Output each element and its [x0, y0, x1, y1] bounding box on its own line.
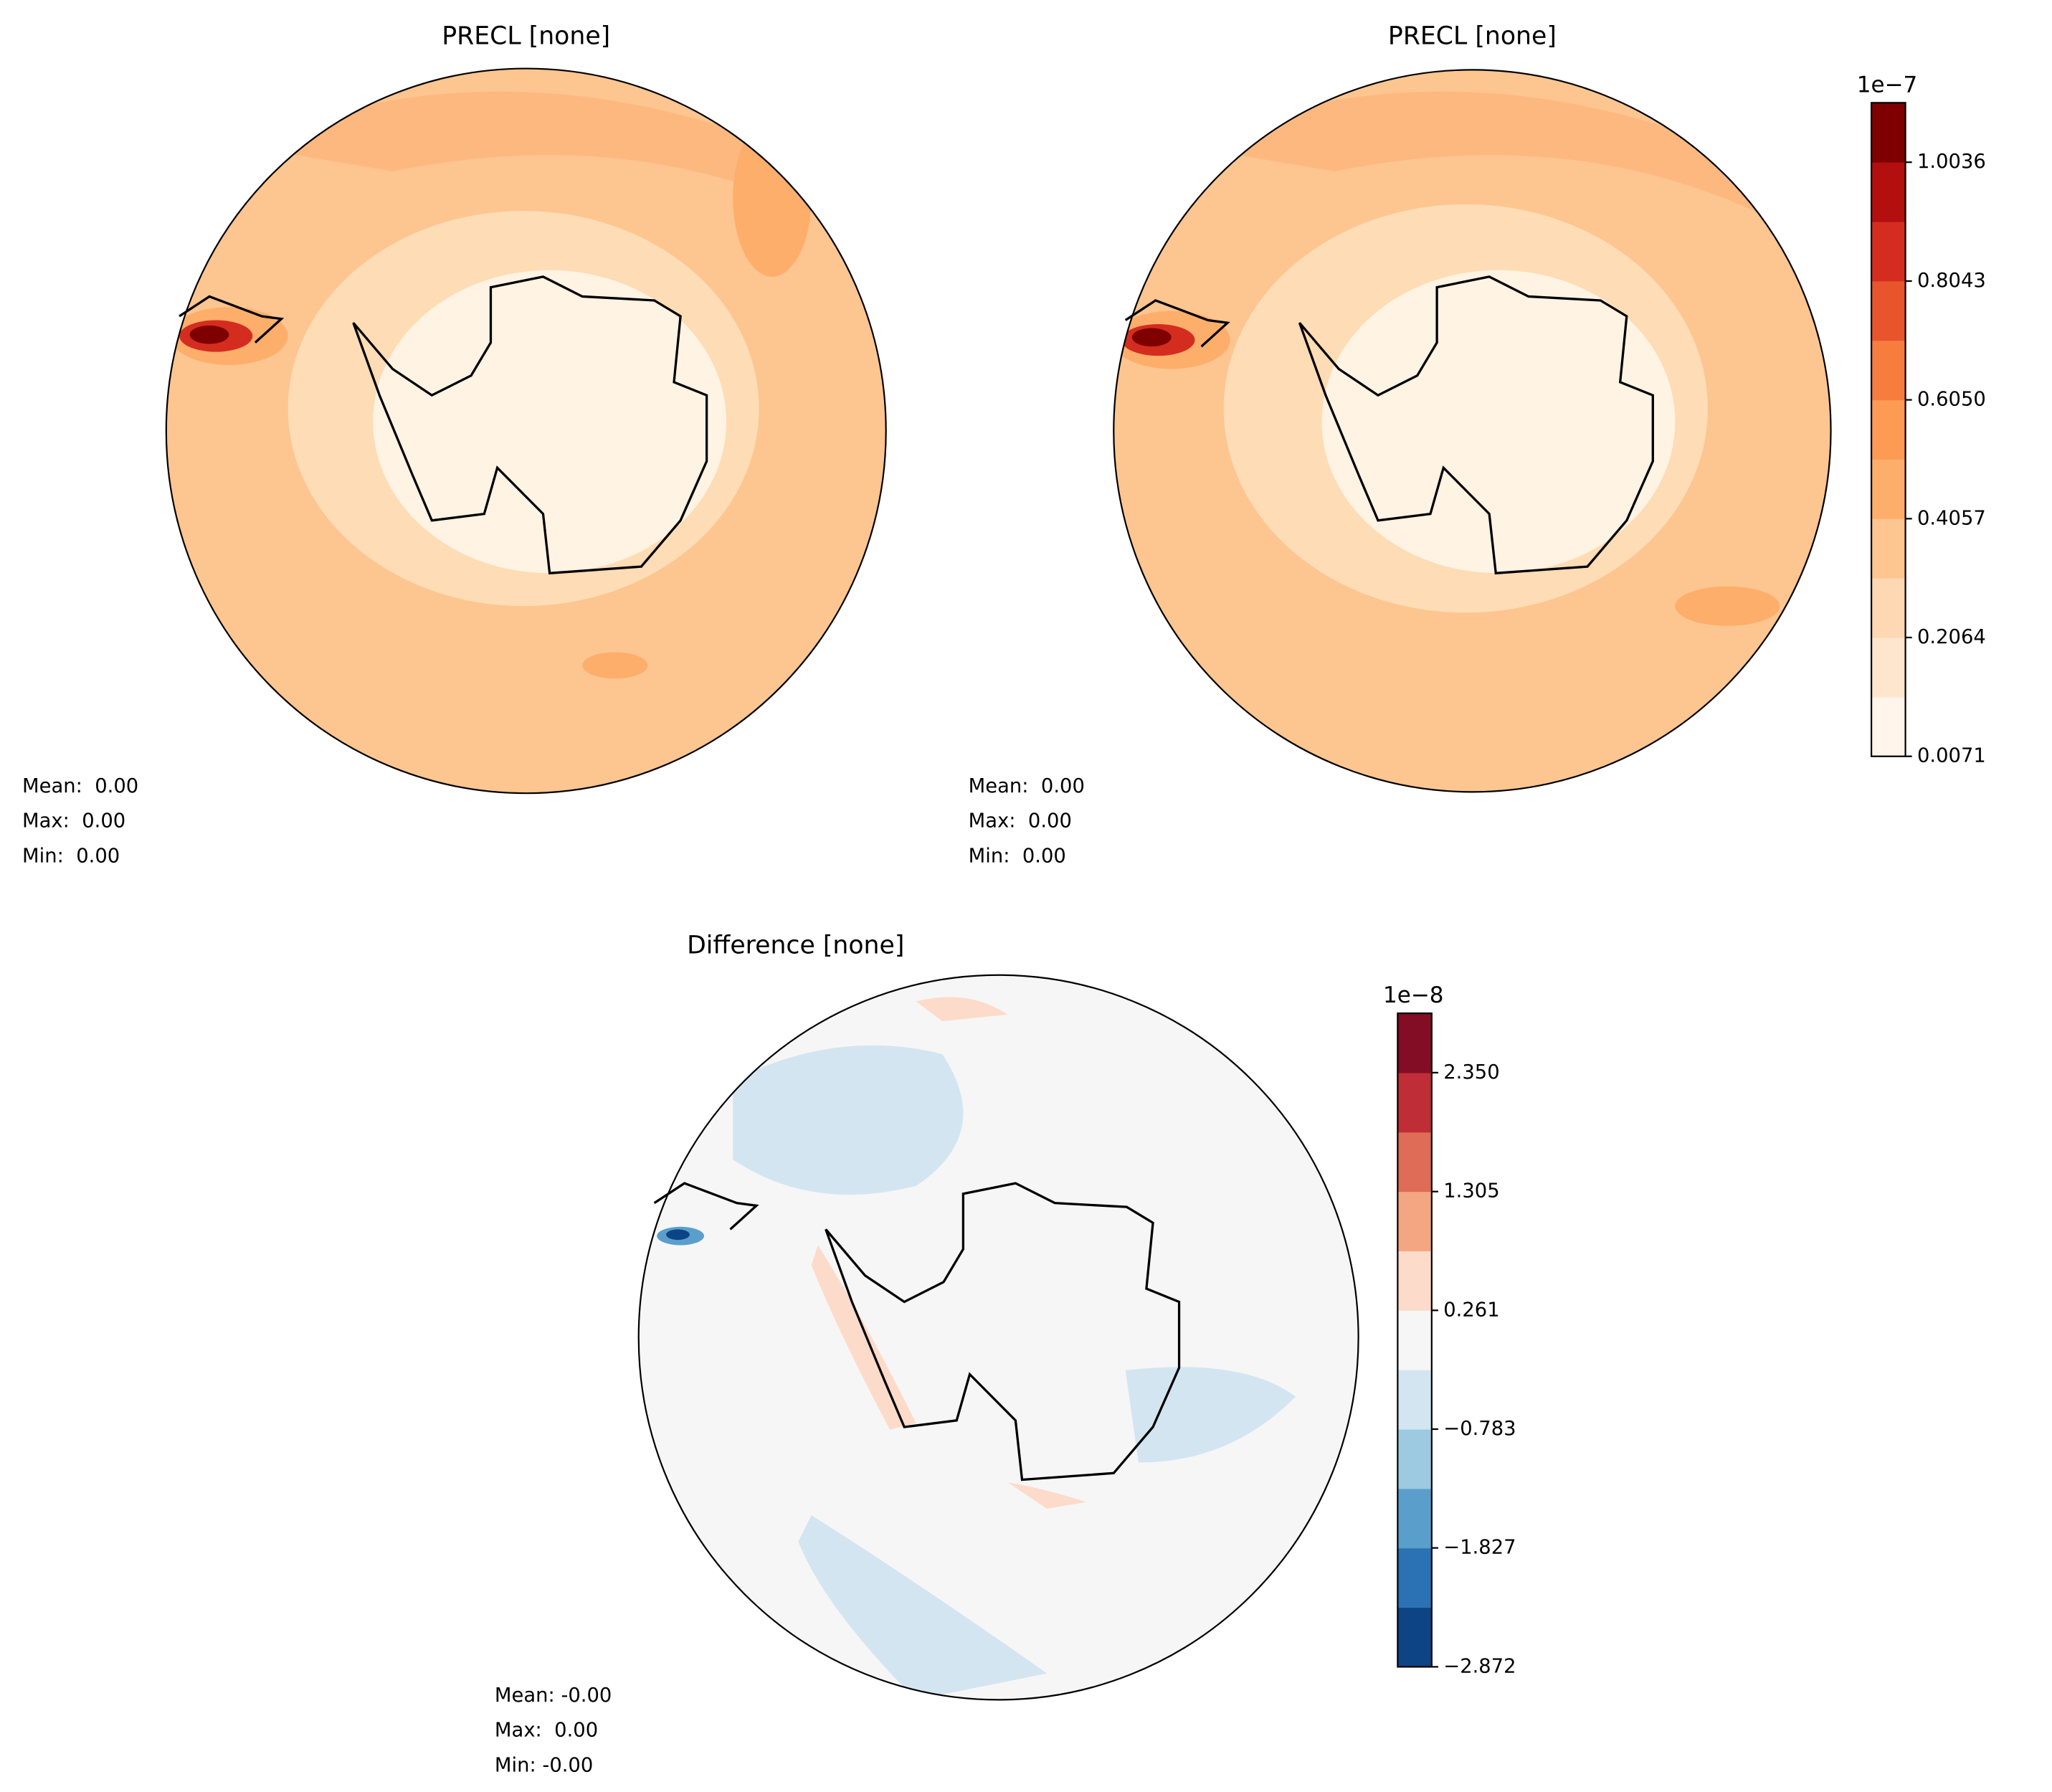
- stat-label: Mean: -0.00: [495, 1684, 612, 1707]
- colorbar-band: [1871, 459, 1906, 519]
- stat-label: Mean: 0.00: [969, 775, 1085, 797]
- colorbar-band: [1871, 280, 1906, 341]
- colorbar-band: [1871, 637, 1906, 698]
- panel-title: Difference [none]: [687, 931, 904, 959]
- colorbar-band: [1397, 1310, 1432, 1370]
- colorbar-band: [1871, 518, 1906, 579]
- panel-title: PRECL [none]: [1388, 22, 1557, 50]
- colorbar-tick-label: 0.8043: [1917, 270, 1986, 292]
- colorbar-tick-label: −1.827: [1443, 1537, 1516, 1559]
- colorbar-tick-label: 1.0036: [1917, 151, 1986, 173]
- colorbar-band: [1397, 1370, 1432, 1430]
- map: [638, 975, 1359, 1700]
- colorbar-tick-label: −2.872: [1443, 1655, 1516, 1677]
- colorbar-band: [1397, 1251, 1432, 1311]
- colorbar-band: [1871, 103, 1906, 163]
- colorbar-tick-label: 1.305: [1443, 1180, 1499, 1203]
- stat-label: Min: -0.00: [495, 1754, 593, 1776]
- colorbar-band: [1397, 1547, 1432, 1608]
- colorbar-band: [1397, 1488, 1432, 1549]
- colorbar-tick-label: 0.0071: [1917, 745, 1986, 767]
- colorbar-band: [1871, 162, 1906, 222]
- colorbar-tick-label: 0.4057: [1917, 507, 1986, 529]
- stat-label: Mean: 0.00: [22, 775, 138, 797]
- colorbar-band: [1397, 1607, 1432, 1667]
- colorbar-frame: [1871, 102, 1906, 757]
- colorbar-band: [1397, 1013, 1432, 1073]
- stat-label: Max: 0.00: [495, 1720, 598, 1742]
- colorbar-tick-label: 0.2064: [1917, 626, 1986, 648]
- colorbar-band: [1871, 399, 1906, 460]
- map-frame: [165, 67, 887, 795]
- colorbar-band: [1871, 340, 1906, 401]
- colorbar-band: [1871, 222, 1906, 282]
- colorbar-band: [1871, 578, 1906, 638]
- stat-label: Max: 0.00: [969, 810, 1072, 833]
- colorbar-tick-label: 2.350: [1443, 1061, 1499, 1084]
- colorbar-band: [1397, 1132, 1432, 1193]
- coastline: [179, 275, 1654, 1482]
- map: [1113, 70, 1831, 792]
- colorbar-band: [1397, 1191, 1432, 1252]
- stat-label: Min: 0.00: [969, 845, 1066, 867]
- map: [166, 68, 886, 794]
- colorbar-frame: [1397, 1012, 1433, 1668]
- colorbar-band: [1397, 1429, 1432, 1489]
- colorbar-band: [1871, 696, 1906, 757]
- stat-label: Min: 0.00: [22, 845, 120, 867]
- colorbar-tick-label: 0.6050: [1917, 389, 1986, 411]
- panel-title: PRECL [none]: [442, 22, 610, 50]
- colorbar-tick-label: −0.783: [1443, 1418, 1516, 1440]
- colorbar-exponent: 1e−7: [1857, 72, 1918, 98]
- colorbar-exponent: 1e−8: [1383, 982, 1444, 1008]
- map-frame: [1113, 69, 1832, 793]
- colorbar-tick-label: 0.261: [1443, 1299, 1499, 1321]
- colorbar-band: [1397, 1072, 1432, 1133]
- stat-label: Max: 0.00: [22, 810, 125, 833]
- map-frame: [637, 974, 1359, 1701]
